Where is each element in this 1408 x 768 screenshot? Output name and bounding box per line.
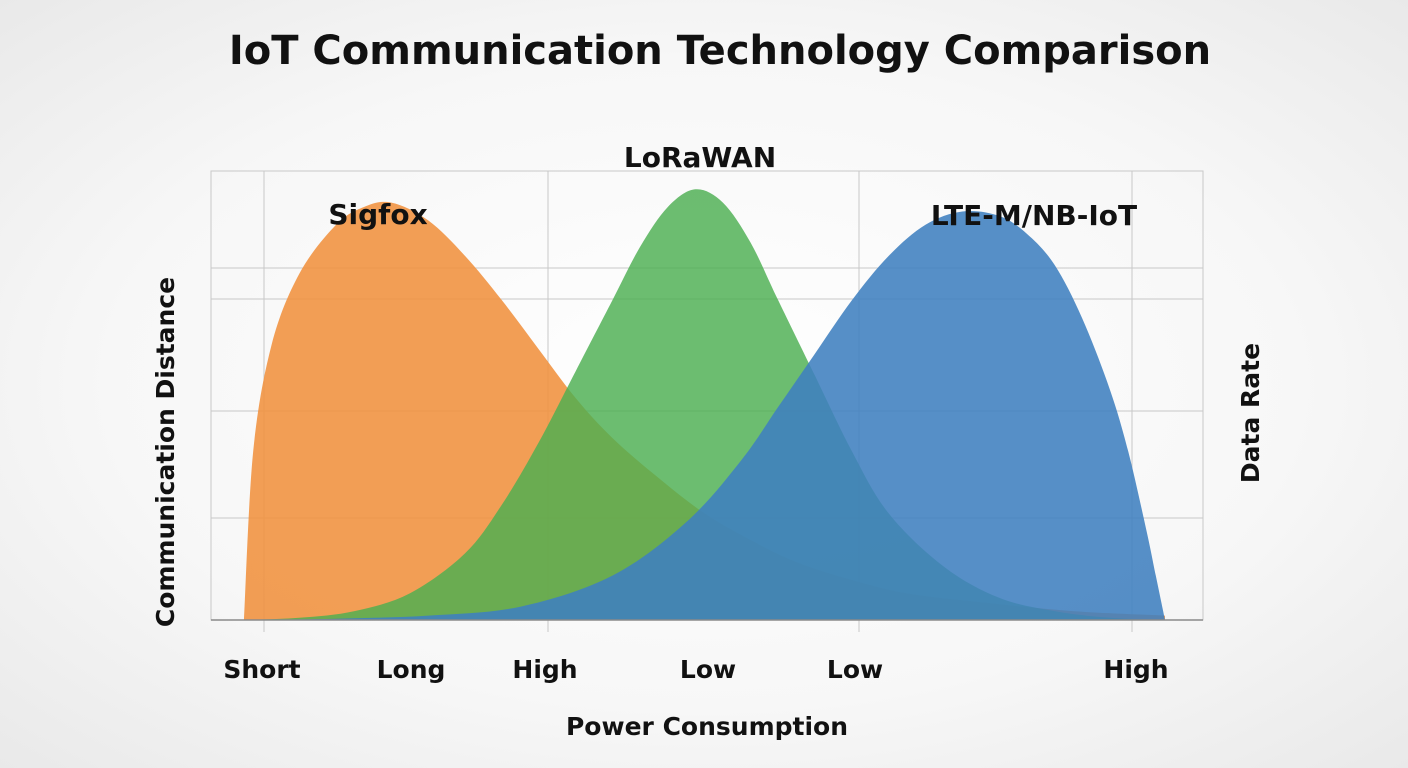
x-tick-label-2: Long [377, 655, 446, 684]
series-areas [244, 189, 1165, 620]
x-tick-label-1: Short [223, 655, 300, 684]
y-axis-label-right: Data Rate [1236, 343, 1265, 483]
chart-text: IoT Communication Technology Comparison … [151, 28, 1265, 741]
y-axis-label-left: Communication Distance [151, 277, 180, 627]
series-label-lorawan: LoRaWAN [624, 141, 776, 174]
chart-title: IoT Communication Technology Comparison [229, 28, 1211, 74]
area-sigfox [244, 201, 1165, 620]
series-label-lte-m-nb-iot: LTE-M/NB-IoT [931, 199, 1137, 232]
x-tick-label-4: Low [680, 655, 736, 684]
x-tick-label-3: High [512, 655, 577, 684]
x-tick-label-5: Low [827, 655, 883, 684]
x-tick-label-6: High [1103, 655, 1168, 684]
series-label-sigfox: Sigfox [328, 198, 427, 231]
area-lte-m-nb-iot [244, 211, 1165, 620]
area-lorawan [244, 189, 1165, 620]
x-axis-label: Power Consumption [566, 712, 848, 741]
